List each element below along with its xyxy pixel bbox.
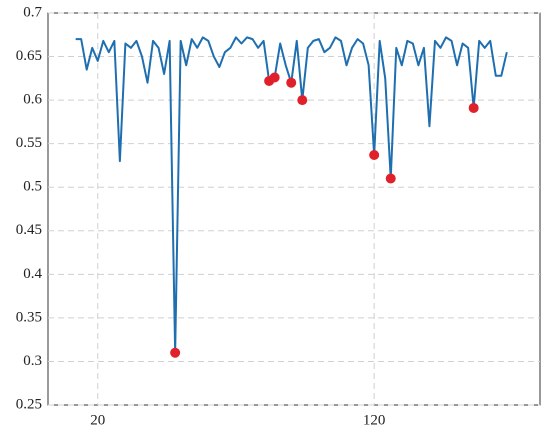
highlight-point xyxy=(369,149,380,160)
x-tick-label: 20 xyxy=(90,412,105,428)
x-tick-label: 120 xyxy=(363,412,386,428)
y-tick-label: 0.25 xyxy=(16,396,42,412)
y-tick-label: 0.55 xyxy=(16,135,42,151)
y-tick-label: 0.65 xyxy=(16,48,42,64)
y-tick-label: 0.5 xyxy=(23,179,42,195)
highlight-point xyxy=(269,72,280,83)
y-tick-label: 0.45 xyxy=(16,222,42,238)
highlight-point xyxy=(170,347,181,358)
highlight-point xyxy=(468,102,479,113)
highlight-point xyxy=(297,95,308,106)
plot-frame xyxy=(47,12,541,406)
y-tick-label: 0.4 xyxy=(23,266,42,282)
y-tick-label: 0.7 xyxy=(23,4,42,20)
y-tick-label: 0.35 xyxy=(16,309,42,325)
y-tick-label: 0.6 xyxy=(23,92,42,108)
y-tick-label: 0.3 xyxy=(23,353,42,369)
highlight-point xyxy=(286,77,297,88)
highlight-point xyxy=(385,173,396,184)
